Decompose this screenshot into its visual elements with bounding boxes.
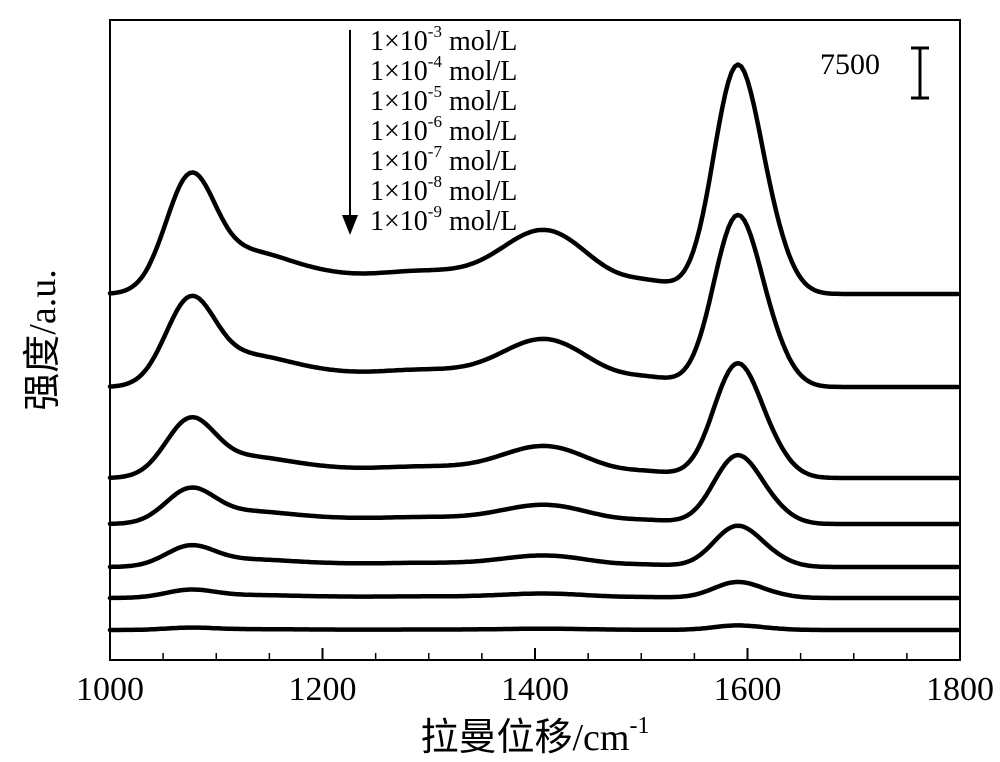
legend-item: 1×10-8 mol/L: [370, 172, 517, 207]
legend-item: 1×10-5 mol/L: [370, 82, 517, 117]
x-tick-label: 1200: [289, 671, 357, 708]
x-axis-title: 拉曼位移/cm-1: [421, 713, 650, 759]
legend-item: 1×10-4 mol/L: [370, 52, 517, 87]
legend-item: 1×10-3 mol/L: [370, 22, 517, 57]
scale-bar-label: 7500: [820, 48, 880, 81]
raman-spectra-chart: 1000 1200 1400 1600 1800 拉曼位移/cm-1 强度/a.u. 1×10…: [0, 0, 1000, 762]
x-tick-label: 1000: [76, 671, 144, 708]
legend-item: 1×10-9 mol/L: [370, 202, 517, 237]
y-axis-title: 强度/a.u.: [22, 269, 64, 410]
x-tick-label: 1800: [926, 671, 994, 708]
x-tick-label: 1600: [714, 671, 782, 708]
x-tick-label: 1400: [501, 671, 569, 708]
legend-item: 1×10-7 mol/L: [370, 142, 517, 177]
legend-item: 1×10-6 mol/L: [370, 112, 517, 147]
chart-svg: 1000 1200 1400 1600 1800 拉曼位移/cm-1 强度/a.u. 1×10…: [0, 0, 1000, 762]
